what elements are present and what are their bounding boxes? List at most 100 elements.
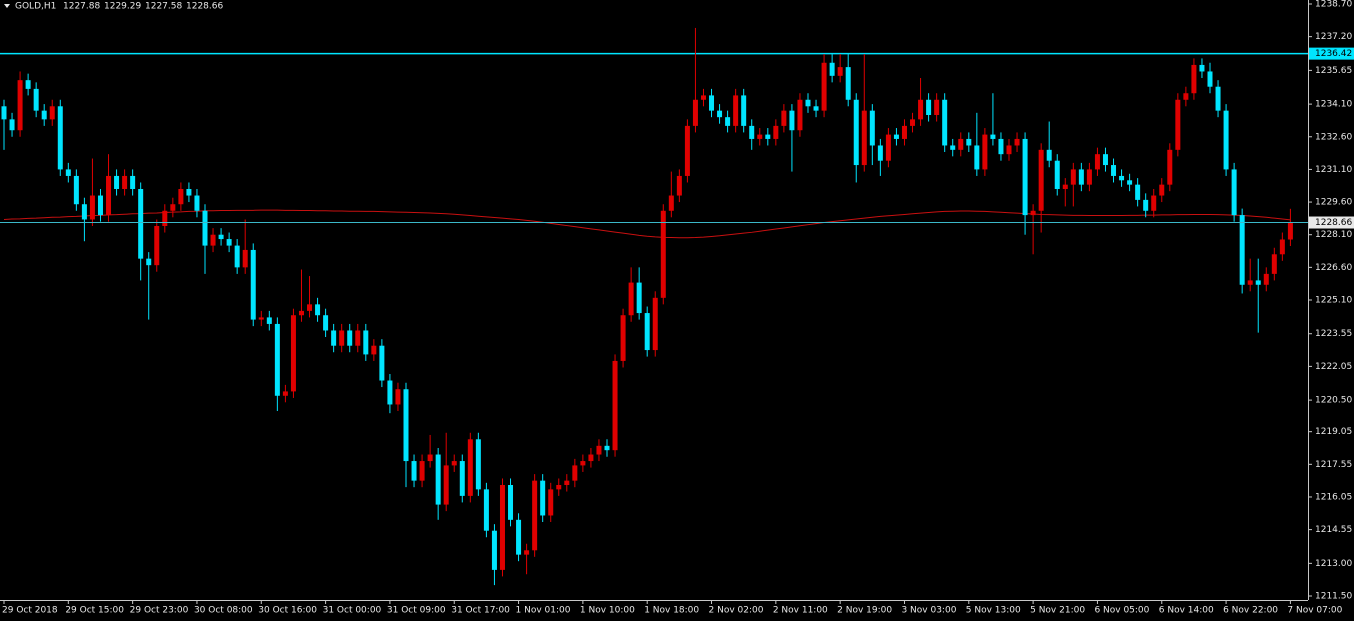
candle-body bbox=[443, 465, 449, 505]
y-tick-label: 1229.60 bbox=[1315, 198, 1352, 208]
candle-body bbox=[1183, 93, 1189, 100]
candle-body bbox=[258, 317, 264, 320]
candle-body bbox=[950, 145, 956, 150]
candle-body bbox=[499, 485, 505, 570]
x-tick-label: 31 Oct 00:00 bbox=[323, 606, 382, 616]
candle-body bbox=[684, 125, 690, 176]
candle-body bbox=[1231, 169, 1237, 216]
y-tick-label: 1220.50 bbox=[1315, 396, 1352, 406]
candle-body bbox=[556, 485, 562, 490]
candle-body bbox=[347, 330, 353, 346]
x-tick-label: 31 Oct 09:00 bbox=[387, 606, 446, 616]
y-tick-label: 1213.00 bbox=[1315, 559, 1352, 569]
candle-body bbox=[1287, 222, 1293, 240]
candle-body bbox=[138, 189, 144, 259]
candle-body bbox=[290, 315, 296, 392]
candle-body bbox=[1006, 145, 1012, 155]
candle-body bbox=[652, 297, 658, 351]
candle-body bbox=[146, 258, 152, 266]
candle-body bbox=[1014, 138, 1020, 146]
candle-body bbox=[540, 480, 546, 516]
candle-body bbox=[266, 317, 272, 324]
candle-body bbox=[1159, 184, 1165, 196]
x-tick-label: 2 Nov 02:00 bbox=[709, 606, 764, 616]
candle-body bbox=[73, 175, 79, 205]
candle-body bbox=[226, 239, 232, 246]
candle-body bbox=[234, 245, 240, 268]
candle-body bbox=[1135, 184, 1141, 200]
x-tick-label: 31 Oct 17:00 bbox=[451, 606, 510, 616]
candle-body bbox=[757, 134, 763, 139]
candle-body bbox=[41, 110, 47, 120]
candle-body bbox=[1022, 138, 1028, 216]
candle-body bbox=[25, 80, 31, 89]
x-tick-label: 6 Nov 22:00 bbox=[1223, 606, 1278, 616]
x-tick-label: 2 Nov 19:00 bbox=[837, 606, 892, 616]
candle-body bbox=[765, 134, 771, 139]
y-tick-label: 1223.55 bbox=[1315, 329, 1352, 339]
candle-body bbox=[837, 67, 843, 76]
candle-body bbox=[1279, 239, 1285, 255]
candle-body bbox=[403, 389, 409, 462]
candle-body bbox=[934, 99, 940, 115]
candle-body bbox=[1255, 280, 1261, 285]
candle-body bbox=[379, 345, 385, 381]
candle-body bbox=[958, 138, 964, 150]
y-tick-label: 1231.10 bbox=[1315, 165, 1352, 175]
candle-body bbox=[194, 195, 200, 211]
candle-body bbox=[789, 110, 795, 131]
candle-body bbox=[580, 461, 586, 466]
collapse-triangle[interactable] bbox=[4, 4, 10, 8]
candle-body bbox=[1247, 280, 1253, 285]
header-high: 1229.29 bbox=[104, 2, 141, 12]
candle-body bbox=[218, 234, 224, 240]
candle-body bbox=[122, 175, 128, 189]
candle-body bbox=[89, 195, 95, 220]
candle-body bbox=[106, 175, 112, 216]
symbol: GOLD,H1 bbox=[15, 2, 56, 12]
candle-body bbox=[491, 530, 497, 570]
x-tick-label: 5 Nov 21:00 bbox=[1030, 606, 1085, 616]
candle-body bbox=[773, 125, 779, 139]
candle-body bbox=[307, 304, 313, 311]
candle-body bbox=[451, 461, 457, 466]
y-tick-label: 1222.05 bbox=[1315, 362, 1352, 372]
x-tick-label: 1 Nov 01:00 bbox=[516, 606, 571, 616]
candle-body bbox=[419, 461, 425, 481]
candle-body bbox=[9, 119, 15, 131]
candle-body bbox=[588, 454, 594, 462]
candle-body bbox=[620, 315, 626, 361]
candle-body bbox=[893, 134, 899, 139]
candle-body bbox=[845, 67, 851, 100]
candle-body bbox=[1127, 180, 1133, 185]
candle-body bbox=[524, 550, 530, 555]
x-tick-label: 29 Oct 2018 bbox=[2, 606, 58, 616]
y-tick-label: 1211.50 bbox=[1315, 592, 1352, 602]
x-tick-label: 30 Oct 08:00 bbox=[194, 606, 253, 616]
candle-body bbox=[990, 134, 996, 139]
candle-body bbox=[861, 110, 867, 166]
candle-body bbox=[17, 80, 23, 131]
candle-body bbox=[33, 88, 39, 111]
y-tick-label: 1225.10 bbox=[1315, 296, 1352, 306]
y-tick-label: 1228.10 bbox=[1315, 230, 1352, 240]
candle-body bbox=[1175, 99, 1181, 150]
y-tick-label: 1232.60 bbox=[1315, 132, 1352, 142]
y-tick-label: 1217.55 bbox=[1315, 460, 1352, 470]
candle-body bbox=[700, 95, 706, 100]
candle-body bbox=[709, 95, 715, 111]
candle-body bbox=[49, 106, 55, 120]
candle-body bbox=[918, 99, 924, 120]
candle-body bbox=[644, 313, 650, 351]
candle-body bbox=[81, 204, 87, 220]
candle-body bbox=[676, 175, 682, 196]
plot bbox=[0, 27, 1308, 586]
candle-body bbox=[508, 485, 514, 520]
level-label-box bbox=[1309, 47, 1354, 60]
x-tick-label: 29 Oct 23:00 bbox=[130, 606, 189, 616]
candle-body bbox=[926, 99, 932, 115]
candle-body bbox=[162, 210, 168, 226]
